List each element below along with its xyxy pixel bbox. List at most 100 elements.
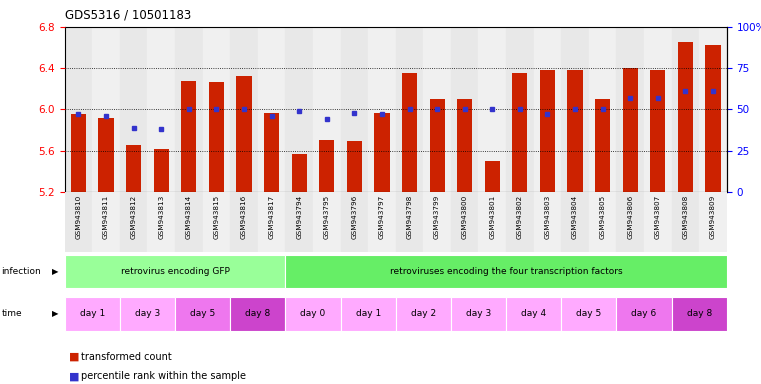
Bar	[423, 27, 451, 192]
Text: GSM943800: GSM943800	[462, 195, 468, 239]
Bar	[181, 81, 196, 192]
Bar	[506, 192, 533, 252]
Bar	[678, 42, 693, 192]
Text: GSM943817: GSM943817	[269, 195, 275, 239]
Bar	[451, 297, 506, 331]
Bar	[120, 192, 148, 252]
Bar	[429, 99, 444, 192]
Bar	[457, 99, 473, 192]
Text: day 8: day 8	[686, 310, 712, 318]
Bar	[699, 27, 727, 192]
Text: GSM943799: GSM943799	[434, 195, 440, 239]
Text: GSM943795: GSM943795	[323, 195, 330, 239]
Bar	[65, 27, 92, 192]
Bar	[671, 297, 727, 331]
Bar	[285, 255, 727, 288]
Text: GSM943804: GSM943804	[572, 195, 578, 239]
Text: day 1: day 1	[80, 310, 105, 318]
Bar	[451, 27, 479, 192]
Bar	[595, 99, 610, 192]
Bar	[368, 192, 396, 252]
Bar	[313, 192, 340, 252]
Text: GSM943803: GSM943803	[544, 195, 550, 239]
Bar	[374, 113, 390, 192]
Text: percentile rank within the sample: percentile rank within the sample	[81, 371, 247, 381]
Text: day 5: day 5	[576, 310, 601, 318]
Bar	[230, 297, 285, 331]
Text: GSM943816: GSM943816	[241, 195, 247, 239]
Bar	[341, 192, 368, 252]
Bar	[209, 81, 224, 192]
Text: GSM943814: GSM943814	[186, 195, 192, 239]
Text: GSM943808: GSM943808	[683, 195, 689, 239]
Bar	[506, 297, 561, 331]
Text: ■: ■	[68, 352, 79, 362]
Bar	[616, 27, 644, 192]
Bar	[396, 192, 423, 252]
Bar	[98, 118, 113, 192]
Text: GDS5316 / 10501183: GDS5316 / 10501183	[65, 8, 191, 21]
Text: retrovirus encoding GFP: retrovirus encoding GFP	[120, 267, 230, 276]
Text: GSM943796: GSM943796	[352, 195, 358, 239]
Bar	[512, 73, 527, 192]
Text: retroviruses encoding the four transcription factors: retroviruses encoding the four transcrip…	[390, 267, 622, 276]
Text: GSM943802: GSM943802	[517, 195, 523, 239]
Bar	[561, 192, 589, 252]
Bar	[699, 192, 727, 252]
Text: GSM943805: GSM943805	[600, 195, 606, 239]
Text: GSM943801: GSM943801	[489, 195, 495, 239]
Text: GSM943806: GSM943806	[627, 195, 633, 239]
Bar	[540, 70, 555, 192]
Bar	[589, 27, 616, 192]
Bar	[671, 27, 699, 192]
Text: day 1: day 1	[355, 310, 380, 318]
Bar	[291, 154, 307, 192]
Bar	[285, 27, 313, 192]
Text: infection: infection	[2, 267, 41, 276]
Bar	[285, 297, 341, 331]
Text: ▶: ▶	[52, 310, 59, 318]
Text: GSM943797: GSM943797	[379, 195, 385, 239]
Bar	[230, 192, 258, 252]
Bar	[368, 27, 396, 192]
Bar	[341, 27, 368, 192]
Bar	[230, 27, 258, 192]
Text: day 3: day 3	[466, 310, 491, 318]
Text: GSM943813: GSM943813	[158, 195, 164, 239]
Bar	[258, 27, 285, 192]
Bar	[506, 27, 533, 192]
Bar	[568, 70, 583, 192]
Bar	[319, 141, 334, 192]
Bar	[258, 192, 285, 252]
Bar	[202, 27, 230, 192]
Bar	[71, 114, 86, 192]
Bar	[533, 27, 561, 192]
Bar	[65, 255, 285, 288]
Bar	[175, 192, 202, 252]
Bar	[65, 192, 92, 252]
Bar	[65, 297, 119, 331]
Bar	[126, 144, 142, 192]
Text: day 5: day 5	[190, 310, 215, 318]
Text: ▶: ▶	[52, 267, 59, 276]
Text: day 3: day 3	[135, 310, 160, 318]
Bar	[451, 192, 479, 252]
Bar	[650, 70, 665, 192]
Bar	[175, 297, 230, 331]
Bar	[479, 192, 506, 252]
Text: GSM943811: GSM943811	[103, 195, 109, 239]
Text: GSM943798: GSM943798	[406, 195, 412, 239]
Bar	[402, 73, 417, 192]
Bar	[705, 45, 721, 192]
Text: GSM943794: GSM943794	[296, 195, 302, 239]
Text: day 8: day 8	[245, 310, 270, 318]
Bar	[341, 297, 396, 331]
Bar	[485, 161, 500, 192]
Bar	[396, 297, 451, 331]
Bar	[644, 192, 671, 252]
Text: GSM943812: GSM943812	[131, 195, 137, 239]
Bar	[92, 27, 120, 192]
Text: GSM943815: GSM943815	[213, 195, 219, 239]
Bar	[92, 192, 120, 252]
Bar	[561, 297, 616, 331]
